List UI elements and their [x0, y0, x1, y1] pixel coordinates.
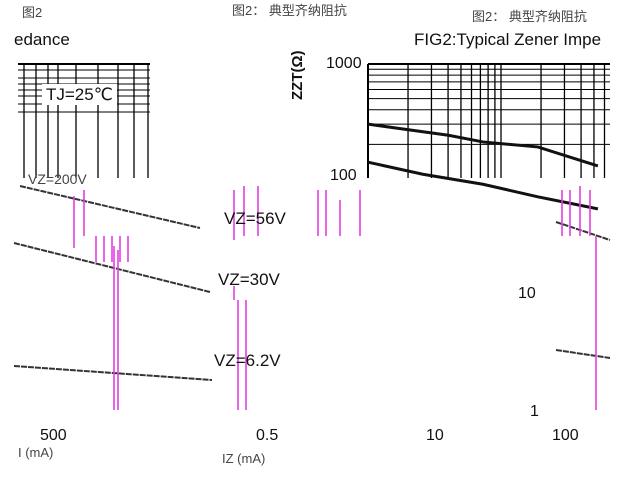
magenta-artifacts	[73, 186, 597, 410]
chart-title: FIG2:Typical Zener Impe	[414, 30, 602, 49]
y-tick-1: 1	[530, 403, 539, 420]
curve-fragment-4	[555, 221, 611, 241]
right-panel-grid	[367, 63, 610, 178]
x-tick-500: 500	[40, 427, 67, 444]
x-tick-10: 10	[426, 427, 444, 444]
curve-fragment-2	[13, 365, 213, 381]
y-tick-1000: 1000	[326, 55, 362, 72]
series-label-vz200: VZ=200V	[28, 171, 87, 187]
chinese-caption-center: 图2： 典型齐纳阻抗	[232, 3, 347, 18]
x-tick-0-5: 0.5	[256, 427, 279, 444]
y-tick-100: 100	[330, 167, 357, 184]
series-label-vz30: VZ=30V	[218, 270, 280, 289]
series-label-vz62: VZ=6.2V	[214, 351, 281, 370]
xlabel-right-fragment: IZ (mA)	[222, 451, 266, 466]
chinese-caption-left: 图2	[22, 5, 43, 20]
annotation-tj: TJ=25℃	[42, 84, 117, 105]
chinese-caption-right: 图2： 典型齐纳阻抗	[472, 9, 587, 24]
series-label-vz56: VZ=56V	[224, 209, 286, 228]
curve-fragment-1	[13, 242, 211, 293]
left-panel-grid	[18, 63, 150, 178]
x-tick-100: 100	[552, 427, 579, 444]
curve-fragment-3	[555, 349, 611, 359]
xlabel-left-fragment: I (mA)	[18, 445, 54, 460]
curve-right-1	[367, 160, 599, 211]
ylabel-right: ZZT(Ω)	[289, 50, 306, 100]
curve-right-0	[367, 122, 599, 168]
subtitle-left: edance	[14, 30, 70, 49]
y-tick-10: 10	[518, 285, 536, 302]
curve-layer	[13, 122, 611, 381]
curve-fragment-0	[19, 185, 201, 229]
